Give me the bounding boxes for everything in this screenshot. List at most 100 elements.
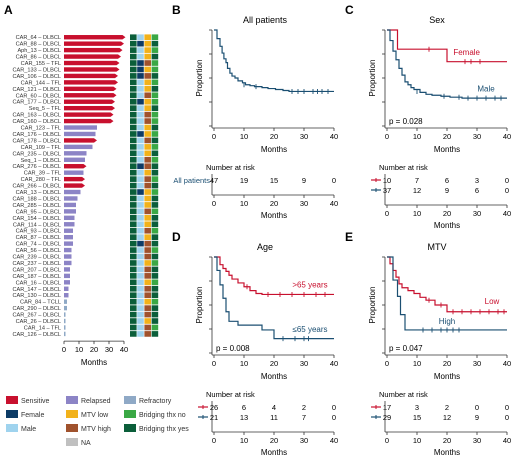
annotation-tile [151, 253, 159, 260]
x-tick-label: 0 [385, 436, 389, 445]
x-tick-label: 10 [240, 359, 248, 368]
annotation-tile [151, 86, 159, 92]
swim-bar [64, 47, 120, 53]
annotation-tile [144, 253, 151, 260]
patient-label: CAR_126 – DLBCL [12, 332, 61, 338]
risk-count: 15 [413, 413, 421, 422]
annotation-tile [151, 234, 159, 240]
risk-count: 4 [272, 403, 276, 412]
x-tick-label: 20 [270, 359, 278, 368]
annotation-tile [137, 221, 144, 228]
annotation-tile [130, 247, 137, 253]
annotation-tile [144, 111, 151, 118]
annotation-tile [144, 208, 151, 215]
legend-label: Female [21, 412, 44, 419]
annotation-tile [144, 189, 151, 195]
legend-swatch [6, 424, 18, 432]
x-tick-label: 0 [385, 359, 389, 368]
annotation-tile [144, 318, 151, 324]
series-label: >65 years [292, 281, 327, 290]
x-axis-label: Months [261, 211, 287, 220]
swim-bar [64, 86, 114, 92]
ongoing-arrow [94, 138, 97, 143]
x-tick-label: 0 [212, 132, 216, 141]
annotation-tile [137, 98, 144, 105]
patient-label: CAR_133 – DLBCL [12, 67, 61, 73]
annotation-tile [130, 273, 137, 279]
annotation-tile [137, 60, 144, 66]
annotation-tile [137, 144, 144, 150]
annotation-tile [151, 221, 159, 228]
annotation-tile [151, 34, 159, 41]
swim-bar [64, 325, 66, 330]
patient-label: CAR_147 – DLBCL [12, 287, 61, 293]
risk-count: 3 [415, 403, 419, 412]
risk-count: 9 [302, 176, 306, 185]
annotation-tile [130, 144, 137, 150]
annotation-tile [130, 86, 137, 92]
annotation-tile [130, 240, 137, 247]
km-title-d: Age [257, 242, 273, 252]
annotation-tile [137, 105, 144, 111]
series-label: High [439, 317, 455, 326]
series-label: ≤65 years [292, 325, 327, 334]
annotation-tile [130, 260, 137, 266]
swim-bar [64, 93, 114, 98]
annotation-tile [151, 66, 159, 73]
patient-label: CAR_188 – DLBCL [12, 196, 61, 202]
annotation-tile [137, 66, 144, 73]
patient-label: CAR_280 – TFL [21, 177, 61, 183]
x-tick-label: 10 [413, 359, 421, 368]
risk-count: 6 [242, 403, 246, 412]
swim-bar [64, 170, 84, 175]
annotation-tile [137, 176, 144, 182]
risk-count: 12 [413, 186, 421, 195]
annotation-tile [151, 273, 159, 279]
swim-bar [64, 267, 70, 272]
x-tick-label: 30 [105, 345, 113, 354]
patient-label: CAR_177 – DLBCL [12, 100, 61, 106]
annotation-tile [130, 163, 137, 170]
annotation-tile [130, 150, 137, 157]
patient-label: CAR_88 – DLBCL [16, 42, 61, 48]
annotation-tile [137, 253, 144, 260]
x-tick-label: 30 [473, 209, 481, 218]
annotation-tile [130, 331, 137, 337]
x-tick-label: 0 [62, 345, 66, 354]
annotation-tile [130, 40, 137, 47]
annotation-tile [144, 176, 151, 182]
annotation-tile [151, 137, 159, 144]
swim-bar [64, 286, 69, 291]
patient-label: CAR_187 – DLBCL [12, 274, 61, 280]
panel-letter-d: D [172, 230, 181, 244]
annotation-tile [137, 189, 144, 195]
annotation-tile [130, 285, 137, 292]
ongoing-arrow [110, 112, 114, 117]
annotation-tile [137, 324, 144, 331]
annotation-tile [144, 305, 151, 311]
annotation-tile [151, 279, 159, 286]
patient-label: CAR_64 – DLBCL [16, 35, 61, 41]
annotation-tile [130, 79, 137, 86]
patient-label: CAR_285 – DLBCL [12, 203, 61, 209]
x-tick-label: 40 [330, 359, 338, 368]
swim-bar [64, 215, 75, 221]
patient-label: CAR_74 – DLBCL [16, 242, 61, 248]
x-tick-label: 20 [443, 132, 451, 141]
ongoing-arrow [115, 73, 118, 79]
annotation-tile [144, 221, 151, 228]
patient-label: CAR_155 – TFL [21, 61, 61, 67]
ongoing-arrow [115, 80, 118, 85]
x-tick-label: 40 [330, 199, 338, 208]
patient-label: CAR_176 – DLBCL [12, 132, 61, 138]
risk-table-title: Number at risk [379, 163, 428, 172]
risk-count: 19 [240, 176, 248, 185]
annotation-tile [151, 131, 159, 137]
annotation-tile [151, 53, 159, 60]
x-tick-label: 30 [473, 132, 481, 141]
annotation-tile [144, 227, 151, 234]
